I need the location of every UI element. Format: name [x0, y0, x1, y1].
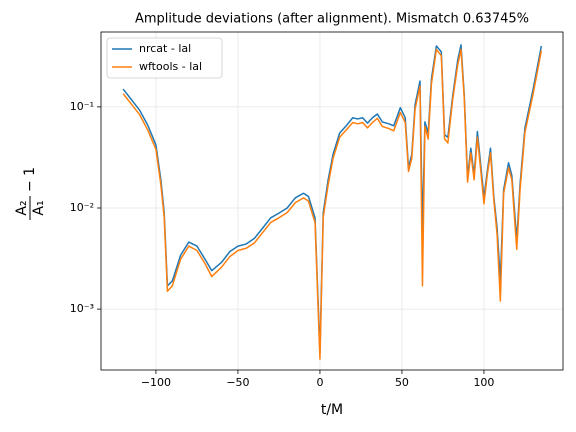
y-label-numerator: A₂: [14, 200, 30, 215]
y-label-suffix: − 1: [22, 167, 38, 192]
y-tick-label: 10⁻³: [70, 302, 94, 315]
y-tick-label: 10⁻²: [70, 201, 94, 214]
legend-box: [106, 37, 223, 79]
x-axis-label: t/M: [321, 402, 343, 418]
legend-label: nrcat - lal: [139, 42, 191, 55]
x-tick-label: 0: [316, 376, 323, 389]
y-label-denominator: A₁: [31, 200, 47, 215]
x-tick-label: −50: [226, 376, 249, 389]
x-tick-label: 100: [473, 376, 494, 389]
x-tick-label: 50: [395, 376, 409, 389]
y-tick-label: 10⁻¹: [70, 100, 94, 113]
legend-label: wftools - lal: [139, 60, 202, 73]
chart-title: Amplitude deviations (after alignment). …: [135, 12, 529, 27]
series-line: [122, 48, 543, 360]
y-axis-label: A₂ A₁ − 1: [14, 167, 47, 220]
plot-frame: [100, 31, 564, 371]
x-tick-label: −100: [141, 376, 171, 389]
